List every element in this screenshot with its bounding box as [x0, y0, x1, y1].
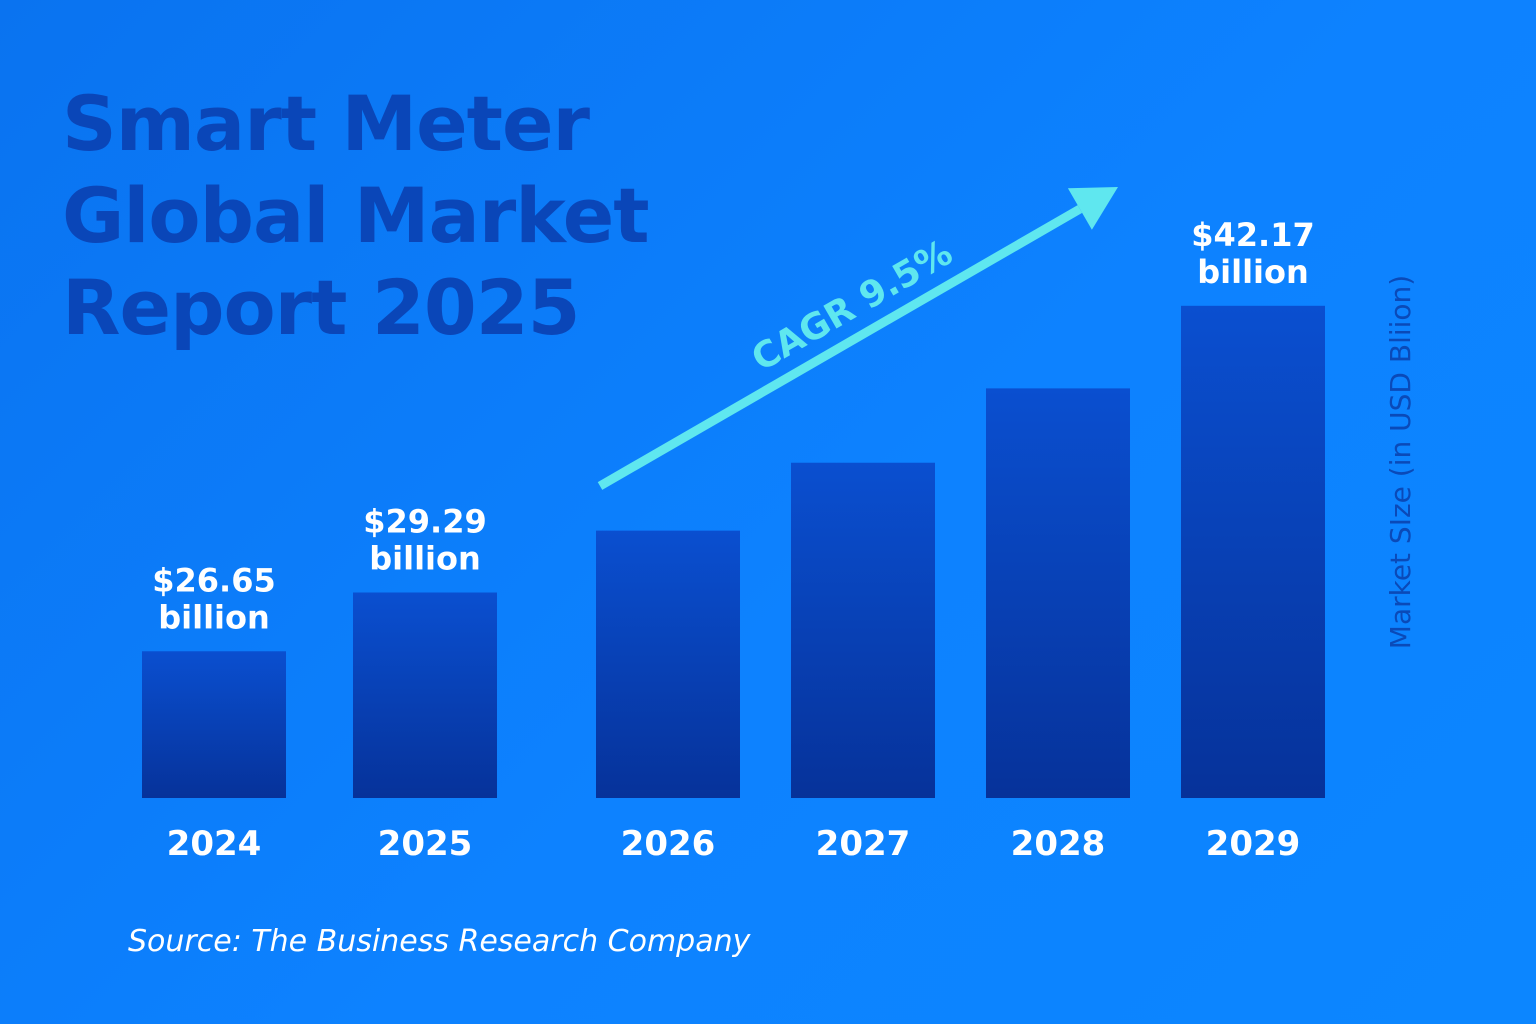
bar-2024 [142, 651, 286, 798]
chart-title: Smart Meter Global Market Report 2025 [62, 78, 702, 354]
x-tick-label-2024: 2024 [167, 824, 262, 864]
x-tick-label-2028: 2028 [1011, 824, 1106, 864]
cagr-arrow-shaft [597, 205, 1083, 490]
data-label-unit-2024: billion [158, 598, 270, 636]
y-axis-label: Market SIze (in USD Bliion) [1384, 275, 1417, 649]
bar-2029 [1181, 305, 1325, 798]
x-tick-label-2029: 2029 [1206, 824, 1301, 864]
bar-2025 [353, 592, 497, 798]
data-label-value-2024: $26.65 [152, 561, 275, 599]
x-tick-label-2027: 2027 [816, 824, 911, 864]
title-line-1: Smart Meter [62, 79, 590, 168]
title-line-2: Global Market [62, 171, 650, 260]
cagr-label: CAGR 9.5% [745, 232, 959, 379]
x-tick-label-2025: 2025 [378, 824, 473, 864]
source-note: Source: The Business Research Company [128, 924, 751, 959]
data-label-value-2025: $29.29 [363, 503, 486, 541]
data-label-unit-2029: billion [1197, 253, 1309, 291]
data-label-value-2029: $42.17 [1191, 216, 1314, 254]
bar-2027 [791, 462, 935, 798]
x-tick-label-2026: 2026 [621, 824, 716, 864]
bar-2028 [986, 388, 1130, 798]
bar-2026 [596, 530, 740, 798]
cagr-arrow-head [1067, 187, 1118, 230]
title-line-3: Report 2025 [62, 263, 580, 352]
data-label-unit-2025: billion [369, 540, 481, 578]
